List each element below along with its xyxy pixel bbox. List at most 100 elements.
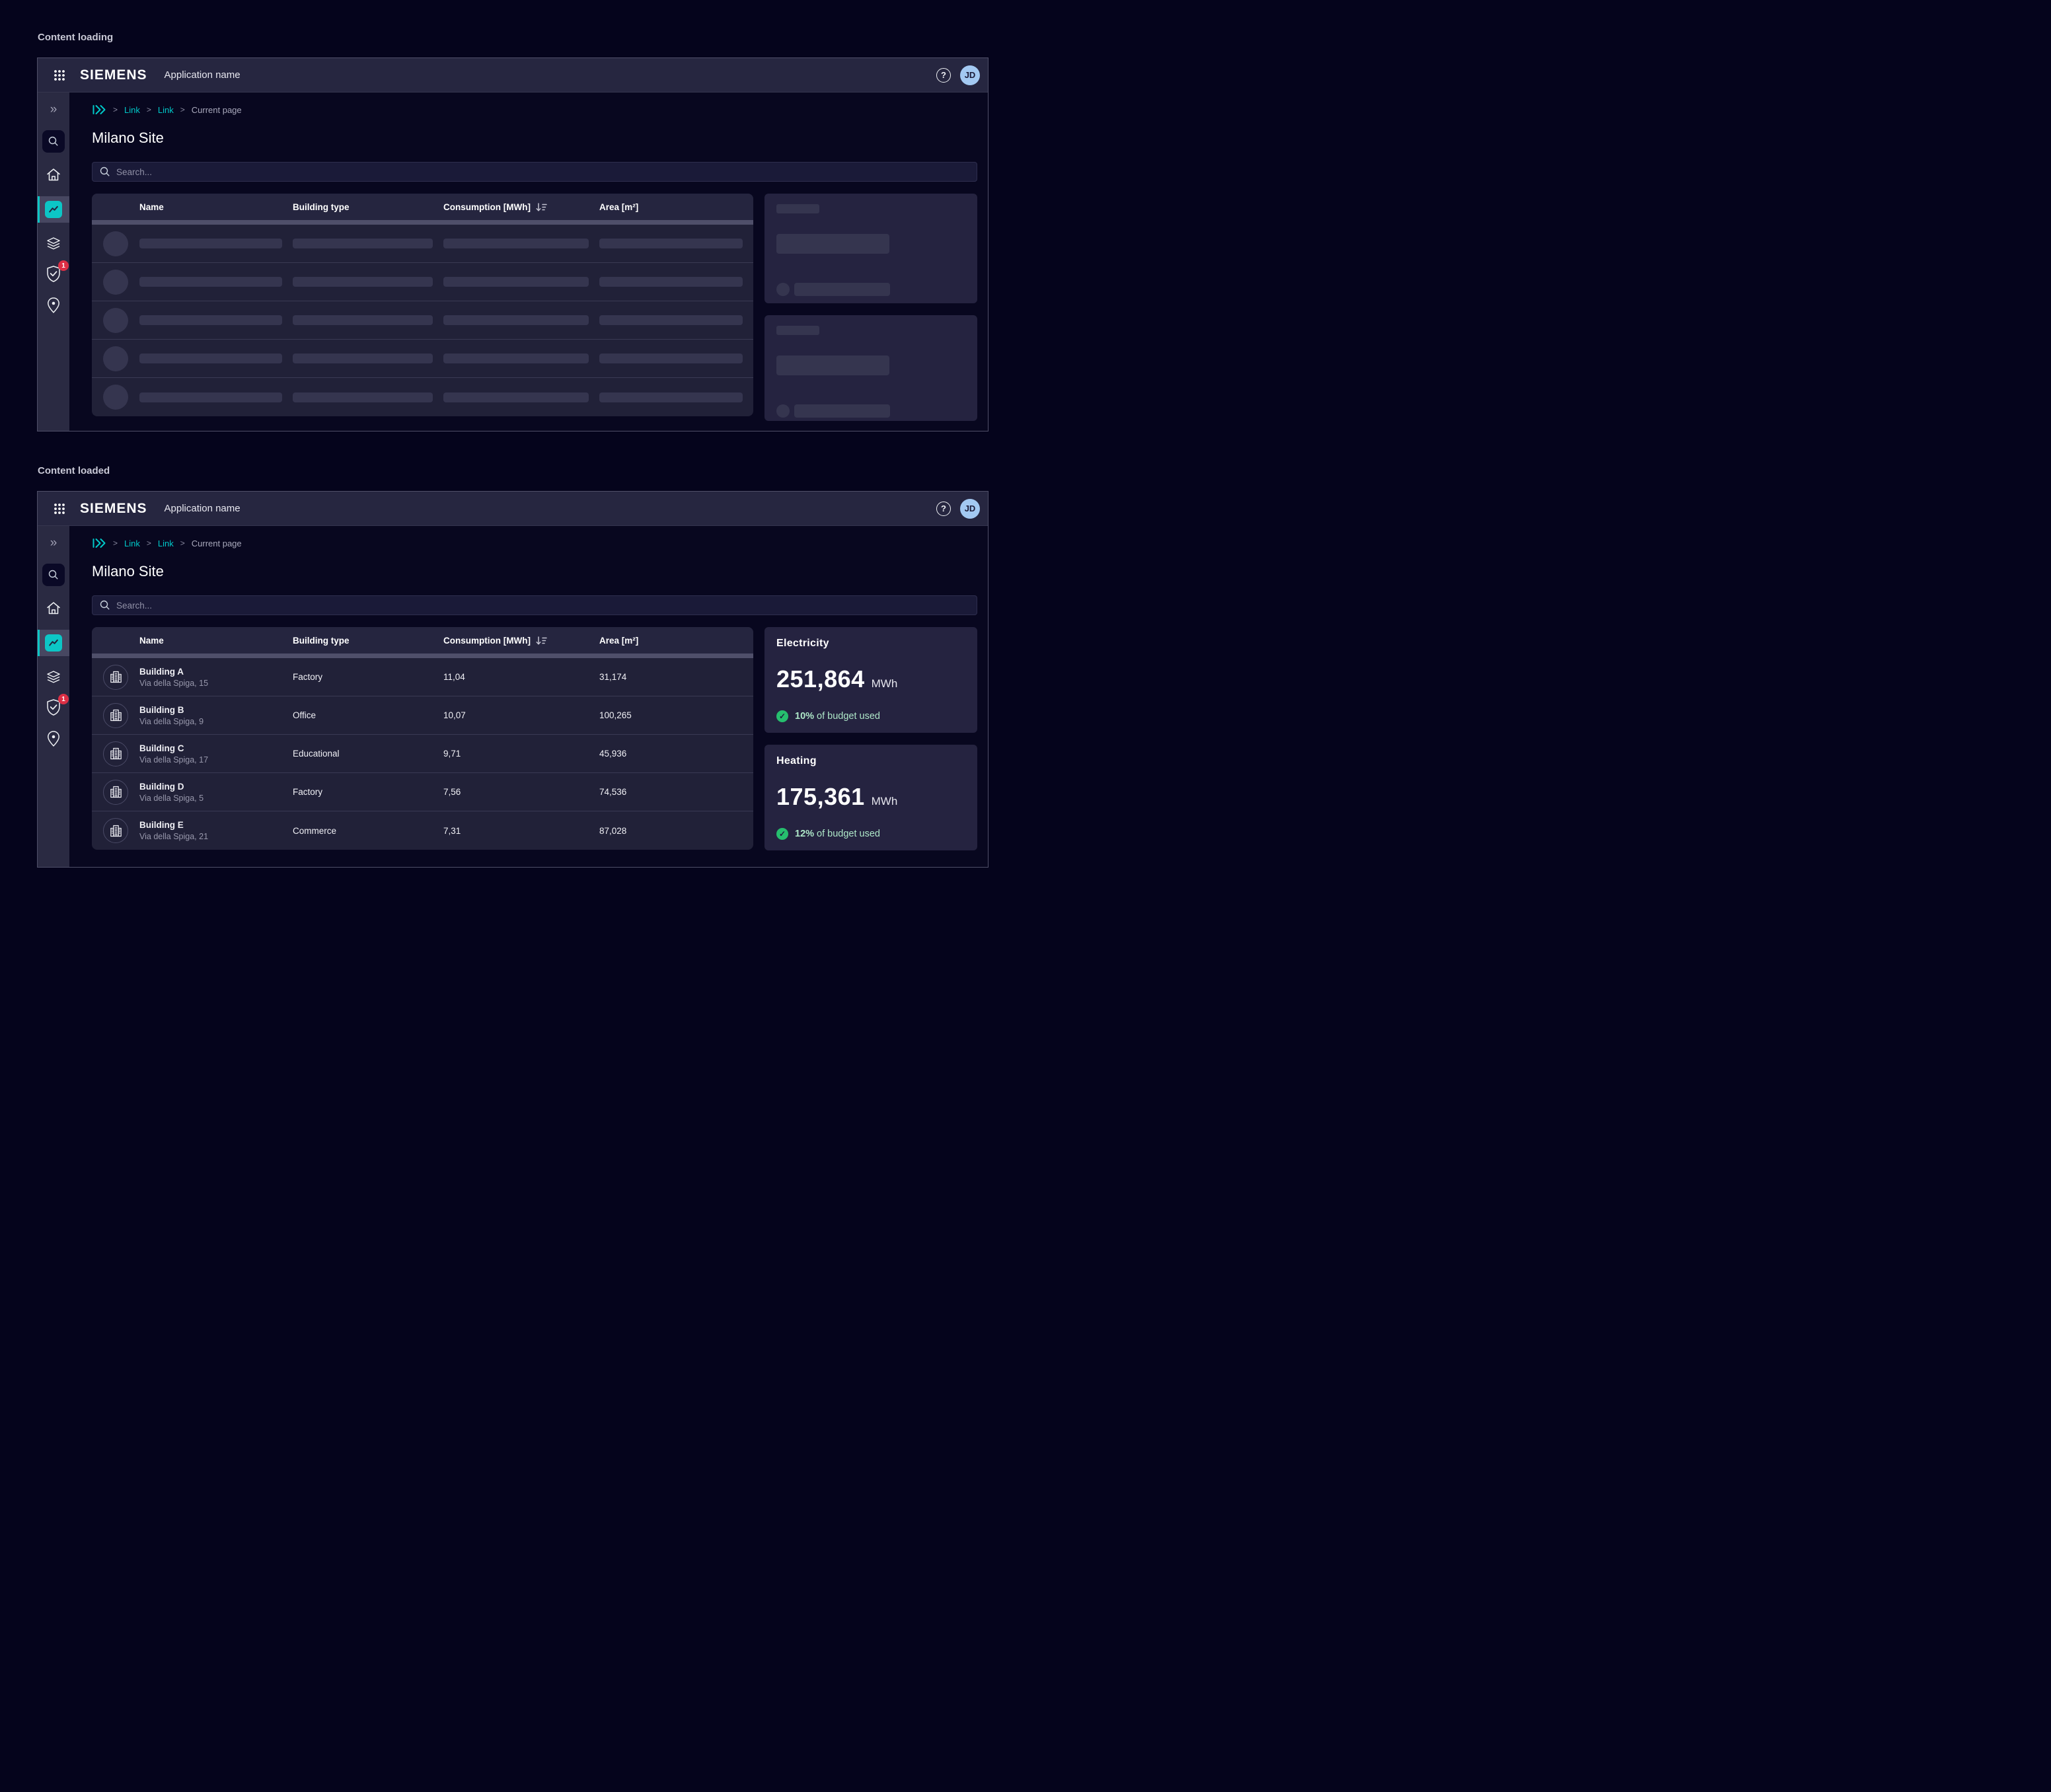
table-header-divider	[92, 220, 753, 225]
search-icon	[48, 135, 59, 147]
kpi-card-electricity: Electricity 251,864 MWh ✓ 10% of budget u…	[764, 627, 977, 733]
breadcrumb-link-1[interactable]: Link	[124, 538, 140, 548]
building-icon	[103, 741, 128, 766]
building-icon	[103, 818, 128, 843]
app-launcher-grid-icon[interactable]	[54, 503, 65, 515]
column-header-area[interactable]: Area [m²]	[599, 202, 639, 212]
sidebar: » 1	[38, 526, 69, 867]
column-header-name[interactable]: Name	[139, 635, 164, 646]
sidebar-item-home[interactable]	[45, 600, 62, 616]
search-input[interactable]	[116, 600, 970, 611]
building-icon	[103, 702, 128, 728]
search-icon	[99, 599, 111, 611]
search-field[interactable]	[92, 595, 977, 615]
active-indicator-bar	[38, 196, 40, 223]
skeleton-row	[92, 340, 753, 378]
shield-check-icon	[45, 698, 62, 716]
location-pin-icon	[46, 730, 61, 747]
kpi-card-heating: Heating 175,361 MWh ✓ 12% of budget used	[764, 745, 977, 850]
sidebar-item-layers[interactable]	[46, 670, 61, 685]
column-header-consumption[interactable]: Consumption [MWh]	[443, 636, 599, 646]
check-circle-icon: ✓	[776, 710, 788, 722]
table-row-building-e[interactable]: Building E Via della Spiga, 21 Commerce 7…	[92, 811, 753, 850]
search-icon	[48, 569, 59, 581]
column-header-area[interactable]: Area [m²]	[599, 635, 639, 646]
breadcrumb-link-1[interactable]: Link	[124, 104, 140, 115]
budget-status: ✓ 12% of budget used	[776, 828, 965, 840]
sidebar-item-layers[interactable]	[46, 237, 61, 251]
skeleton-row	[92, 378, 753, 416]
table-row-building-a[interactable]: Building A Via della Spiga, 15 Factory 11…	[92, 658, 753, 696]
notification-badge: 1	[58, 260, 69, 271]
sidebar-item-locations[interactable]	[46, 730, 61, 747]
building-icon	[103, 664, 128, 690]
section-label-loaded: Content loaded	[38, 465, 110, 476]
trend-chart-icon	[45, 201, 62, 218]
sidebar-expand-icon[interactable]: »	[50, 102, 57, 116]
siemens-logo: SIEMENS	[80, 67, 147, 83]
breadcrumb-root-icon[interactable]	[92, 104, 106, 115]
help-icon[interactable]: ?	[936, 67, 951, 83]
column-header-consumption[interactable]: Consumption [MWh]	[443, 202, 599, 212]
sidebar-item-analytics-active[interactable]	[38, 630, 69, 656]
app-header: SIEMENS Application name ? JD	[38, 492, 988, 526]
table-header: Name Building type Consumption [MWh] Are…	[92, 194, 753, 220]
buildings-table-loading: Name Building type Consumption [MWh] Are…	[92, 194, 753, 416]
sidebar-item-search[interactable]	[42, 130, 65, 153]
breadcrumb-link-2[interactable]: Link	[157, 538, 174, 548]
sidebar: » 1	[38, 93, 69, 431]
table-row-building-c[interactable]: Building C Via della Spiga, 17 Educationa…	[92, 735, 753, 773]
user-avatar[interactable]: JD	[960, 498, 980, 519]
kpi-card-skeleton	[764, 315, 977, 421]
app-header: SIEMENS Application name ? JD	[38, 58, 988, 93]
sidebar-item-analytics-active[interactable]	[38, 196, 69, 223]
sidebar-item-security[interactable]: 1	[45, 260, 69, 283]
skeleton-row	[92, 301, 753, 340]
help-icon[interactable]: ?	[936, 501, 951, 516]
table-header-divider	[92, 653, 753, 658]
skeleton-row	[92, 225, 753, 263]
breadcrumb: > Link > Link > Current page	[92, 103, 976, 116]
sidebar-item-home[interactable]	[45, 167, 62, 182]
breadcrumb-root-icon[interactable]	[92, 538, 106, 548]
budget-status: ✓ 10% of budget used	[776, 710, 965, 722]
user-avatar[interactable]: JD	[960, 65, 980, 85]
search-input[interactable]	[116, 167, 970, 177]
search-icon	[99, 166, 111, 178]
sidebar-item-search[interactable]	[42, 564, 65, 586]
kpi-title: Electricity	[776, 638, 829, 649]
application-name: Application name	[164, 503, 241, 514]
page-title: Milano Site	[92, 563, 164, 579]
breadcrumb-current: Current page	[191, 104, 242, 115]
breadcrumb-current: Current page	[191, 538, 242, 548]
table-row-building-b[interactable]: Building B Via della Spiga, 9 Office 10,0…	[92, 696, 753, 735]
breadcrumb-link-2[interactable]: Link	[157, 104, 174, 115]
page-title: Milano Site	[92, 130, 164, 146]
sort-descending-icon[interactable]	[535, 202, 547, 212]
search-field[interactable]	[92, 162, 977, 182]
kpi-title: Heating	[776, 755, 817, 766]
layers-icon	[46, 670, 61, 685]
column-header-type[interactable]: Building type	[293, 635, 350, 646]
layers-icon	[46, 237, 61, 251]
section-label-loading: Content loading	[38, 32, 114, 43]
column-header-type[interactable]: Building type	[293, 202, 350, 212]
app-launcher-grid-icon[interactable]	[54, 69, 65, 81]
check-circle-icon: ✓	[776, 828, 788, 840]
app-window-loading: SIEMENS Application name ? JD » 1	[37, 57, 988, 431]
skeleton-row	[92, 263, 753, 301]
table-row-building-d[interactable]: Building D Via della Spiga, 5 Factory 7,5…	[92, 773, 753, 811]
sidebar-expand-icon[interactable]: »	[50, 536, 57, 550]
location-pin-icon	[46, 297, 61, 314]
sort-descending-icon[interactable]	[535, 636, 547, 646]
home-icon	[45, 600, 62, 616]
table-header: Name Building type Consumption [MWh] Are…	[92, 627, 753, 653]
active-indicator-bar	[38, 630, 40, 656]
trend-chart-icon	[45, 634, 62, 652]
kpi-value: 251,864	[776, 665, 865, 692]
sidebar-item-locations[interactable]	[46, 297, 61, 314]
sidebar-item-security[interactable]: 1	[45, 694, 69, 716]
app-window-loaded: SIEMENS Application name ? JD » 1	[37, 491, 988, 868]
notification-badge: 1	[58, 694, 69, 704]
column-header-name[interactable]: Name	[139, 202, 164, 212]
